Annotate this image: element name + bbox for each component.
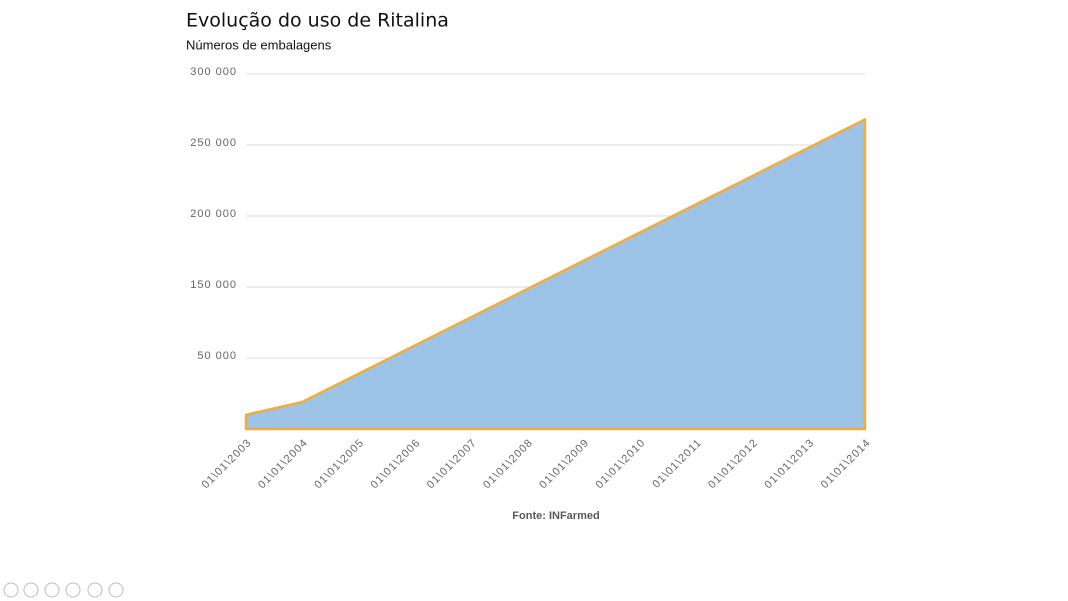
y-tick-label: 150 000 <box>190 279 237 291</box>
x-tick-label: 01\01\2009 <box>537 437 591 491</box>
x-tick-label: 01\01\2008 <box>481 437 535 491</box>
x-tick-label: 01\01\2004 <box>256 437 310 491</box>
x-tick-label: 01\01\2003 <box>200 437 254 491</box>
slide-navigation[interactable] <box>3 582 124 598</box>
x-tick-label: 01\01\2010 <box>594 437 648 491</box>
x-tick-label: 01\01\2011 <box>650 437 704 491</box>
area <box>244 118 867 431</box>
y-tick-label: 250 000 <box>190 137 237 149</box>
x-tick-label: 01\01\2007 <box>425 437 479 491</box>
x-tick-label: 01\01\2014 <box>819 437 873 491</box>
y-tick-label: 50 000 <box>197 350 237 362</box>
x-tick-label: 01\01\2013 <box>762 437 816 491</box>
chart-title: Evolução do uso de Ritalina <box>186 10 449 32</box>
source-note: Fonte: INFarmed <box>512 510 599 522</box>
chart-subtitle: Números de embalagens <box>186 37 332 52</box>
x-tick-label: 01\01\2005 <box>312 437 366 491</box>
y-tick-label: 300 000 <box>190 66 237 78</box>
x-tick-label: 01\01\2006 <box>369 437 423 491</box>
x-tick-label: 01\01\2012 <box>706 437 760 491</box>
y-tick-label: 200 000 <box>190 208 237 220</box>
